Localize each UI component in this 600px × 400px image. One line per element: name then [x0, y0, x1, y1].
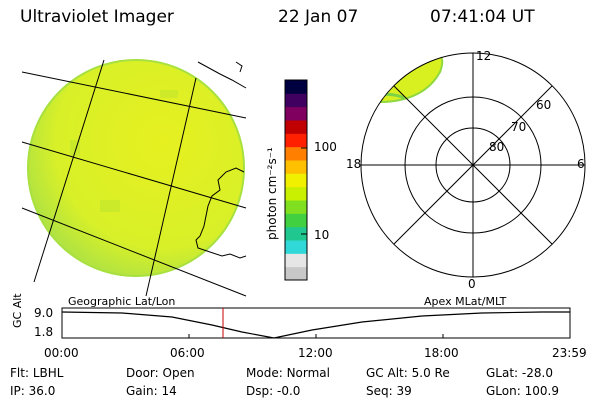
polar-plot: [360, 52, 586, 278]
status-gcalt: GC Alt: 5.0 Re: [366, 366, 450, 380]
instrument-title: Ultraviolet Imager: [20, 7, 174, 27]
colorbar-segment: [285, 173, 307, 188]
colorbar-segment: [285, 226, 307, 241]
timeline-xtick-1200: 12:00: [298, 346, 333, 360]
mlat-label-80: 80: [489, 140, 505, 154]
colorbar-segment: [285, 146, 307, 161]
colorbar-unit-label: photon cm⁻²s⁻¹: [265, 147, 279, 240]
geographic-image: [21, 59, 247, 297]
geo-grid: [21, 59, 247, 297]
colorbar-segment: [285, 240, 307, 254]
colorbar-segment: [285, 160, 307, 174]
status-gain: Gain: 14: [126, 384, 177, 398]
colorbar-segment: [285, 120, 307, 134]
status-glon: GLon: 100.9: [486, 384, 559, 398]
colorbar-segment: [285, 213, 307, 228]
coastline: [195, 61, 247, 259]
colorbar-segment: [285, 93, 307, 108]
colorbar-tick-10: 10: [314, 228, 330, 242]
colorbar-segment: [285, 200, 307, 214]
colorbar-segment: [285, 80, 307, 94]
status-ip: IP: 36.0: [10, 384, 56, 398]
status-dsp: Dsp: -0.0: [246, 384, 301, 398]
mlt-label-6: 6: [577, 157, 585, 171]
colorbar-tick-100: 100: [314, 140, 337, 154]
timeline-ylabel: GC Alt: [11, 293, 24, 328]
earth-disk: [27, 59, 245, 277]
mlt-label-0: 0: [468, 277, 476, 291]
timeline-xtick-0000: 00:00: [44, 346, 79, 360]
status-glat: GLat: -28.0: [486, 366, 553, 380]
mlt-label-12: 12: [476, 49, 492, 63]
colorbar-segment: [285, 106, 307, 121]
timeline-xtick-0600: 06:00: [170, 346, 205, 360]
colorbar-segment: [285, 266, 307, 281]
altitude-timeline: [61, 307, 571, 339]
colorbar: [284, 79, 308, 281]
timeline-xtick-1800: 18:00: [424, 346, 459, 360]
colorbar-segment: [285, 133, 307, 148]
status-door: Door: Open: [126, 366, 195, 380]
altitude-curve: [61, 311, 570, 339]
colorbar-segment: [285, 186, 307, 201]
mlat-label-70: 70: [511, 120, 527, 134]
polar-panel-label: Apex MLat/MLT: [424, 295, 507, 308]
geo-panel-label: Geographic Lat/Lon: [68, 295, 176, 308]
timeline-ytick-top: 9.0: [34, 306, 54, 320]
date-label: 22 Jan 07: [278, 7, 359, 27]
colorbar-segment: [285, 253, 307, 268]
status-seq: Seq: 39: [366, 384, 412, 398]
mlat-label-60: 60: [536, 98, 552, 112]
timeline-xtick-2359: 23:59: [552, 346, 587, 360]
time-label: 07:41:04 UT: [430, 7, 535, 27]
status-mode: Mode: Normal: [246, 366, 330, 380]
mlt-label-18: 18: [346, 157, 362, 171]
status-flt: Flt: LBHL: [10, 366, 64, 380]
timeline-ytick-bottom: 1.8: [34, 325, 54, 339]
